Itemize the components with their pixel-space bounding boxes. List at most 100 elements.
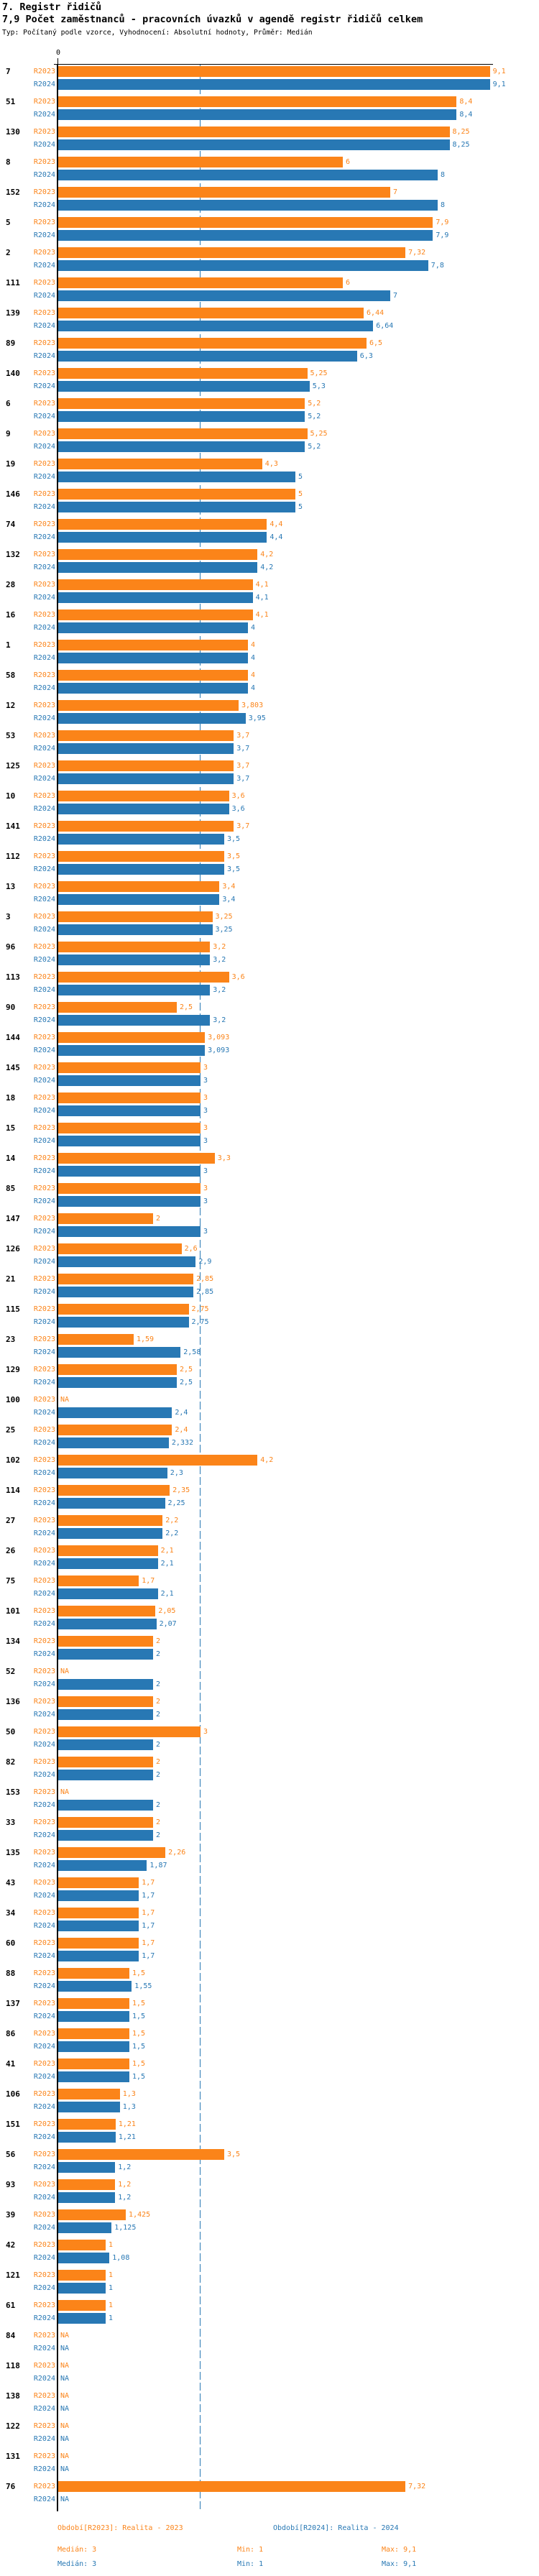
r2023-bar[interactable] (58, 2028, 129, 2039)
r2023-bar[interactable] (58, 1485, 170, 1496)
r2023-bar[interactable] (58, 2300, 106, 2311)
r2023-bar[interactable] (58, 1726, 201, 1737)
r2024-bar[interactable] (58, 1226, 201, 1237)
r2024-bar[interactable] (58, 2041, 129, 2052)
r2024-bar[interactable] (58, 894, 220, 905)
r2023-bar[interactable] (58, 2119, 116, 2130)
r2023-bar[interactable] (58, 1002, 177, 1013)
r2024-bar[interactable] (58, 2011, 129, 2022)
r2023-bar[interactable] (58, 972, 229, 983)
r2023-bar[interactable] (58, 2149, 224, 2160)
r2023-bar[interactable] (58, 2240, 106, 2250)
r2024-bar[interactable] (58, 1619, 157, 1629)
r2023-bar[interactable] (58, 1304, 189, 1315)
r2024-bar[interactable] (58, 1438, 169, 1448)
r2024-bar[interactable] (58, 1860, 147, 1871)
r2023-bar[interactable] (58, 791, 229, 801)
r2024-bar[interactable] (58, 502, 295, 512)
r2023-bar[interactable] (58, 2058, 129, 2069)
r2024-bar[interactable] (58, 290, 390, 301)
r2023-bar[interactable] (58, 610, 253, 620)
r2024-bar[interactable] (58, 1739, 153, 1750)
r2023-bar[interactable] (58, 1243, 182, 1254)
r2023-bar[interactable] (58, 217, 433, 228)
r2024-bar[interactable] (58, 1287, 194, 1297)
r2024-bar[interactable] (58, 773, 234, 784)
r2023-bar[interactable] (58, 519, 267, 530)
r2023-bar[interactable] (58, 2481, 406, 2492)
r2023-bar[interactable] (58, 398, 305, 409)
r2023-bar[interactable] (58, 428, 308, 439)
r2024-bar[interactable] (58, 1649, 153, 1660)
r2024-bar[interactable] (58, 1256, 196, 1267)
r2024-bar[interactable] (58, 1347, 181, 1358)
r2024-bar[interactable] (58, 683, 248, 694)
r2024-bar[interactable] (58, 985, 211, 995)
r2024-bar[interactable] (58, 1709, 153, 1720)
r2024-bar[interactable] (58, 2222, 112, 2233)
r2023-bar[interactable] (58, 1364, 177, 1375)
r2023-bar[interactable] (58, 1334, 134, 1345)
r2024-bar[interactable] (58, 1679, 153, 1690)
r2023-bar[interactable] (58, 911, 213, 922)
r2024-bar[interactable] (58, 2071, 129, 2082)
r2023-bar[interactable] (58, 549, 258, 560)
r2024-bar[interactable] (58, 200, 438, 211)
r2024-bar[interactable] (58, 321, 374, 331)
r2024-bar[interactable] (58, 804, 229, 814)
r2024-bar[interactable] (58, 2253, 110, 2263)
r2023-bar[interactable] (58, 1455, 258, 1466)
r2023-bar[interactable] (58, 851, 224, 862)
r2023-bar[interactable] (58, 1123, 201, 1133)
r2023-bar[interactable] (58, 1092, 201, 1103)
r2023-bar[interactable] (58, 66, 490, 77)
r2023-bar[interactable] (58, 338, 367, 349)
r2024-bar[interactable] (58, 79, 490, 90)
r2023-bar[interactable] (58, 1153, 215, 1164)
r2024-bar[interactable] (58, 954, 211, 965)
r2024-bar[interactable] (58, 1317, 189, 1328)
r2023-bar[interactable] (58, 821, 234, 832)
r2024-bar[interactable] (58, 1528, 163, 1539)
r2023-bar[interactable] (58, 489, 295, 500)
r2024-bar[interactable] (58, 864, 224, 875)
r2023-bar[interactable] (58, 640, 248, 650)
r2024-bar[interactable] (58, 2192, 116, 2203)
r2024-bar[interactable] (58, 1075, 201, 1086)
r2024-bar[interactable] (58, 1770, 153, 1780)
r2024-bar[interactable] (58, 924, 213, 935)
r2023-bar[interactable] (58, 1425, 172, 1435)
r2023-bar[interactable] (58, 459, 262, 469)
r2024-bar[interactable] (58, 1015, 211, 1026)
r2023-bar[interactable] (58, 2209, 126, 2220)
r2023-bar[interactable] (58, 670, 248, 681)
r2024-bar[interactable] (58, 351, 357, 362)
r2024-bar[interactable] (58, 1136, 201, 1146)
r2023-bar[interactable] (58, 1908, 139, 1918)
r2023-bar[interactable] (58, 1847, 166, 1858)
r2024-bar[interactable] (58, 592, 253, 603)
r2023-bar[interactable] (58, 700, 239, 711)
r2024-bar[interactable] (58, 1588, 158, 1599)
r2023-bar[interactable] (58, 942, 211, 952)
r2024-bar[interactable] (58, 1407, 172, 1418)
r2024-bar[interactable] (58, 139, 450, 150)
r2023-bar[interactable] (58, 1757, 153, 1767)
r2024-bar[interactable] (58, 1377, 177, 1388)
r2024-bar[interactable] (58, 1981, 132, 1992)
r2023-bar[interactable] (58, 1545, 158, 1556)
r2023-bar[interactable] (58, 1213, 153, 1224)
r2023-bar[interactable] (58, 277, 343, 288)
r2024-bar[interactable] (58, 230, 433, 241)
r2023-bar[interactable] (58, 2089, 120, 2099)
r2024-bar[interactable] (58, 1105, 201, 1116)
r2023-bar[interactable] (58, 881, 220, 892)
r2024-bar[interactable] (58, 622, 248, 633)
r2023-bar[interactable] (58, 1606, 156, 1616)
r2024-bar[interactable] (58, 1890, 139, 1901)
r2023-bar[interactable] (58, 126, 450, 137)
r2023-bar[interactable] (58, 1877, 139, 1888)
r2024-bar[interactable] (58, 562, 258, 573)
r2024-bar[interactable] (58, 411, 305, 422)
r2024-bar[interactable] (58, 109, 457, 120)
